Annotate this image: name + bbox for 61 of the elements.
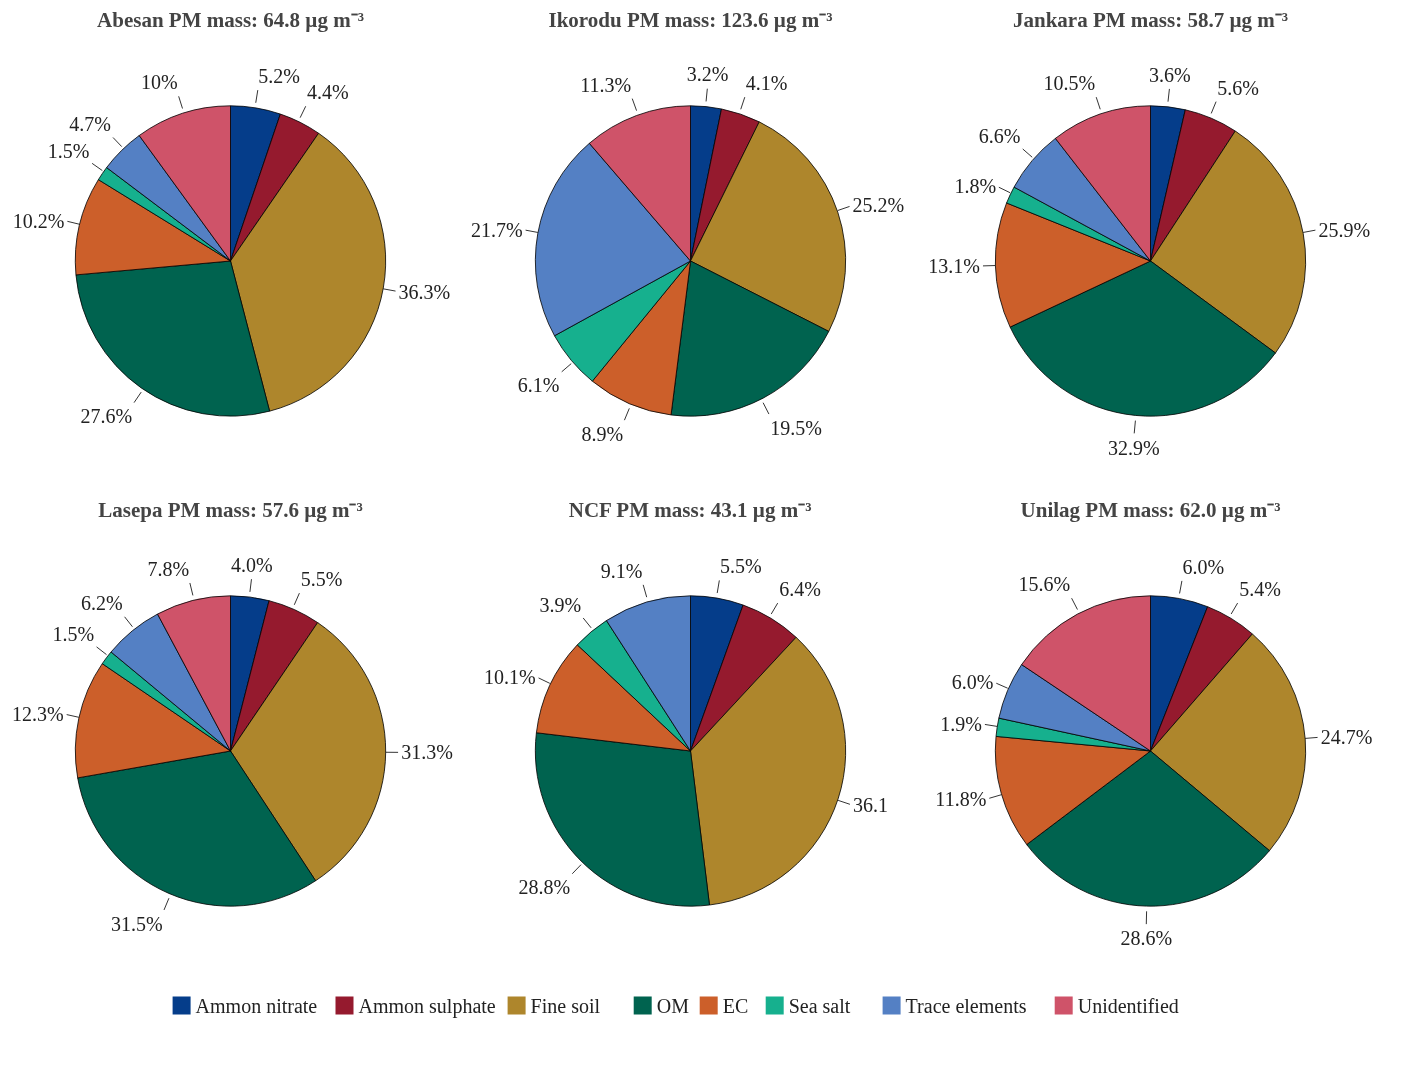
data-label: 1.9%: [940, 712, 982, 735]
chart-title: NCF PM mass: 43.1 µg m⁻³: [568, 497, 812, 522]
legend-label: Trace elements: [905, 994, 1027, 1017]
data-label: 4.7%: [69, 113, 111, 136]
data-label: 3.6%: [1148, 63, 1191, 86]
data-label: 15.6%: [1018, 573, 1071, 596]
data-label: 6.6%: [978, 124, 1021, 147]
data-label: 3.2%: [686, 63, 729, 86]
data-label: 21.7%: [470, 218, 523, 241]
data-label: 10%: [141, 71, 178, 94]
data-label: 36.3%: [398, 280, 451, 303]
data-label: 19.5%: [770, 416, 823, 439]
data-label: 7.8%: [147, 557, 190, 580]
data-label: 3.9%: [539, 593, 582, 616]
legend-label: Fine soil: [530, 994, 601, 1017]
data-label: 1.5%: [52, 622, 95, 645]
data-label: 9.1%: [600, 559, 643, 582]
data-label: 1.8%: [954, 174, 997, 197]
data-label: 6.0%: [951, 670, 994, 693]
chart-title: Lasepa PM mass: 57.6 µg m⁻³: [98, 497, 363, 522]
data-label: 6.4%: [779, 578, 821, 601]
data-label: 10.5%: [1043, 72, 1096, 95]
data-label: 36.1: [852, 794, 888, 817]
data-label: 24.7%: [1320, 726, 1373, 749]
chart-title: Ikorodu PM mass: 123.6 µg m⁻³: [548, 7, 833, 32]
data-label: 32.9%: [1108, 436, 1160, 459]
data-label: 10.2%: [12, 209, 65, 232]
data-label: 25.9%: [1318, 218, 1371, 241]
legend-label: Sea salt: [788, 994, 851, 1017]
legend-label: EC: [722, 994, 749, 1017]
chart-title: Unilag PM mass: 62.0 µg m⁻³: [1020, 497, 1281, 522]
data-label: 12.3%: [11, 702, 64, 725]
data-label: 5.2%: [258, 64, 300, 87]
data-label: 6.1%: [517, 373, 560, 396]
data-label: 5.6%: [1217, 76, 1259, 99]
data-label: 27.6%: [80, 405, 133, 428]
data-label: 13.1%: [928, 254, 980, 277]
data-label: 31.3%: [401, 741, 453, 764]
data-label: 31.5%: [111, 912, 163, 935]
data-label: 5.4%: [1239, 578, 1281, 601]
data-label: 11.8%: [935, 788, 987, 811]
data-label: 1.5%: [47, 139, 90, 162]
data-label: 6.2%: [80, 592, 123, 615]
data-label: 4.1%: [745, 72, 788, 95]
data-label: 28.6%: [1120, 927, 1173, 950]
data-label: 10.1%: [484, 665, 536, 688]
data-label: 8.9%: [581, 423, 624, 446]
chart-title: Abesan PM mass: 64.8 µg m⁻³: [97, 7, 364, 32]
chart-title: Jankara PM mass: 58.7 µg m⁻³: [1012, 7, 1289, 32]
data-label: 11.3%: [580, 73, 632, 96]
data-label: 28.8%: [518, 876, 571, 899]
data-label: 4.0%: [231, 554, 273, 576]
data-label: 5.5%: [719, 555, 762, 578]
legend-label: Ammon sulphate: [358, 994, 496, 1018]
data-label: 5.5%: [300, 568, 343, 591]
data-label: 6.0%: [1182, 555, 1225, 578]
legend-label: Unidentified: [1077, 994, 1179, 1017]
legend-label: Ammon nitrate: [195, 994, 318, 1017]
data-label: 25.2%: [852, 194, 905, 217]
data-label: 4.4%: [307, 81, 349, 104]
legend-label: OM: [656, 994, 690, 1017]
